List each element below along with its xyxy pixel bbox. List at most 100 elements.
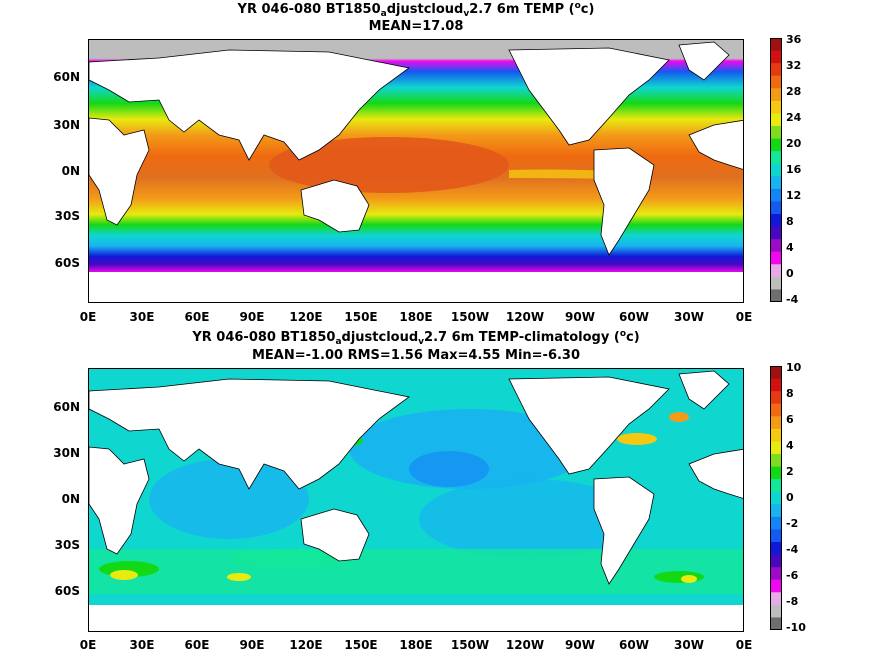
colorbar-tick-label: -10 <box>786 621 806 634</box>
colorbar-swatch <box>770 38 782 52</box>
lon-label: 180E <box>399 310 433 324</box>
colorbar-swatch <box>770 264 782 278</box>
lon-label: 150W <box>450 638 490 652</box>
colorbar-tick-label: 12 <box>786 189 802 202</box>
colorbar-swatch <box>770 504 782 518</box>
colorbar-swatch <box>770 542 782 556</box>
colorbar-swatch <box>770 516 782 530</box>
colorbar-swatch <box>770 366 782 380</box>
colorbar-swatch <box>770 214 782 228</box>
panel2-subtitle: MEAN=-1.00 RMS=1.56 Max=4.55 Min=-6.30 <box>251 348 581 363</box>
colorbar-swatch <box>770 138 782 152</box>
colorbar-tick-label: 32 <box>786 59 802 72</box>
colorbar-swatch <box>770 201 782 215</box>
colorbar-swatch <box>770 416 782 430</box>
colorbar-swatch <box>770 75 782 89</box>
colorbar-swatch <box>770 163 782 177</box>
colorbar-2 <box>770 366 782 630</box>
lon-label: 150E <box>344 638 378 652</box>
lon-label: 0E <box>79 310 97 324</box>
lat-label-60s-2: 60S <box>54 584 80 598</box>
colorbar-1 <box>770 38 782 302</box>
warm-pool <box>269 137 509 193</box>
colorbar-swatch <box>770 50 782 64</box>
colorbar-swatch <box>770 100 782 114</box>
colorbar-swatch <box>770 428 782 442</box>
colorbar-tick-label: 2 <box>786 465 794 478</box>
colorbar-swatch <box>770 554 782 568</box>
colorbar-swatch <box>770 529 782 543</box>
colorbar-tick-label: 16 <box>786 163 802 176</box>
lat-label-30n: 30N <box>53 118 80 132</box>
colorbar-swatch <box>770 491 782 505</box>
colorbar-swatch <box>770 188 782 202</box>
colorbar-swatch <box>770 289 782 302</box>
lon-label: 30E <box>129 638 155 652</box>
colorbar-swatch <box>770 276 782 290</box>
colorbar-tick-label: -8 <box>786 595 799 608</box>
anomaly-map <box>88 368 744 632</box>
colorbar-swatch <box>770 251 782 265</box>
sst-field <box>89 40 743 302</box>
lon-label: 60E <box>184 638 210 652</box>
lon-label: 0E <box>735 638 753 652</box>
lon-label: 60E <box>184 310 210 324</box>
lon-label: 0E <box>735 310 753 324</box>
colorbar-tick-label: 10 <box>786 361 802 374</box>
lat-label-0n: 0N <box>61 164 80 178</box>
colorbar-tick-label: 36 <box>786 33 802 46</box>
land-masses <box>89 41 743 302</box>
colorbar-swatch <box>770 88 782 102</box>
colorbar-tick-label: -4 <box>786 543 799 556</box>
lon-label: 120W <box>505 638 545 652</box>
colorbar-frame <box>770 38 782 302</box>
lat-label-30s-2: 30S <box>54 538 80 552</box>
lat-label-60s: 60S <box>54 256 80 270</box>
colorbar-swatch <box>770 617 782 630</box>
colorbar-swatch <box>770 592 782 606</box>
colorbar-tick-label: 8 <box>786 387 794 400</box>
colorbar-tick-label: -6 <box>786 569 799 582</box>
lat-label-0n-2: 0N <box>61 492 80 506</box>
colorbar-tick-label: 0 <box>786 491 794 504</box>
colorbar-swatch <box>770 126 782 140</box>
sst-map <box>88 39 744 303</box>
colorbar-tick-label: 20 <box>786 137 802 150</box>
anomaly-field <box>89 369 743 631</box>
colorbar-tick-label: 4 <box>786 241 794 254</box>
panel2-title: YR 046-080 BT1850adjustcloudv2.7 6m TEMP… <box>192 329 640 347</box>
colorbar-swatch <box>770 63 782 77</box>
colorbar-tick-label: 6 <box>786 413 794 426</box>
lat-label-60n-2: 60N <box>53 400 80 414</box>
colorbar-swatch <box>770 403 782 417</box>
lon-label: 120E <box>289 638 323 652</box>
colorbar-tick-label: -4 <box>786 293 799 306</box>
lon-label: 150E <box>344 310 378 324</box>
colorbar-swatch <box>770 226 782 240</box>
colorbar-swatch <box>770 239 782 253</box>
colorbar-tick-label: 24 <box>786 111 802 124</box>
panel1-subtitle: MEAN=17.08 <box>368 19 464 34</box>
lat-label-30n-2: 30N <box>53 446 80 460</box>
colorbar-swatch <box>770 604 782 618</box>
colorbar-swatch <box>770 391 782 405</box>
lon-label: 150W <box>450 310 490 324</box>
lon-label: 90E <box>239 638 265 652</box>
lon-label: 90E <box>239 310 265 324</box>
lon-label: 120W <box>505 310 545 324</box>
lon-label: 90W <box>565 310 595 324</box>
colorbar-tick-label: 0 <box>786 267 794 280</box>
colorbar-swatch <box>770 151 782 165</box>
colorbar-frame <box>770 366 782 630</box>
colorbar-swatch <box>770 441 782 455</box>
colorbar-swatch <box>770 579 782 593</box>
lon-label: 120E <box>289 310 323 324</box>
lon-label: 60W <box>619 638 649 652</box>
colorbar-tick-label: 4 <box>786 439 794 452</box>
colorbar-swatch <box>770 378 782 392</box>
lon-label: 30W <box>674 638 704 652</box>
colorbar-swatch <box>770 454 782 468</box>
colorbar-tick-label: 8 <box>786 215 794 228</box>
lat-label-30s: 30S <box>54 209 80 223</box>
lon-label: 30W <box>674 310 704 324</box>
